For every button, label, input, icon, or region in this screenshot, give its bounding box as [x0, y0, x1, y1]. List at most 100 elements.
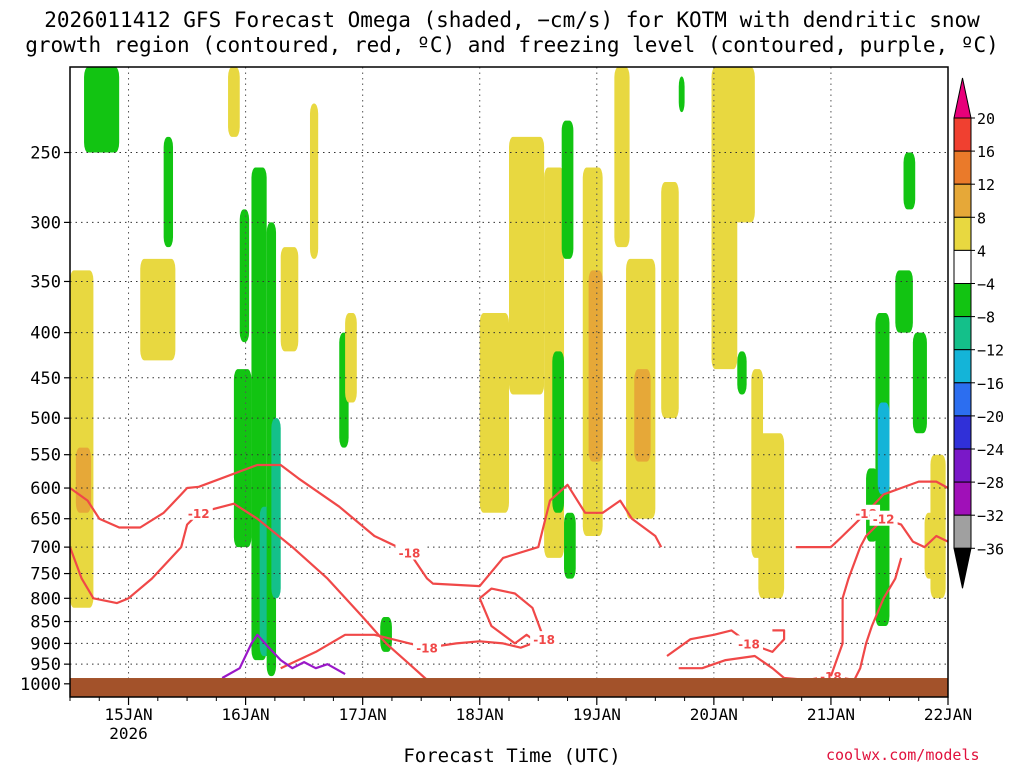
- colorbar-label: 8: [977, 209, 986, 227]
- dgz-contour-label: -18: [738, 637, 760, 651]
- y-tick-label: 450: [30, 369, 61, 389]
- y-tick-label: 600: [30, 479, 61, 499]
- y-tick-label: 550: [30, 446, 61, 466]
- omega-shade-cell: [84, 67, 120, 153]
- omega-shade-cell: [877, 402, 890, 495]
- x-tick-label: 16JAN: [222, 705, 270, 724]
- colorbar-segment: [953, 283, 972, 318]
- omega-shade-cell: [711, 67, 738, 370]
- omega-shade-cell: [678, 76, 685, 113]
- y-tick-label: 850: [30, 613, 61, 633]
- colorbar-label: 16: [977, 143, 995, 161]
- omega-shade-cell: [731, 67, 755, 223]
- colorbar-label: −28: [977, 474, 1004, 492]
- x-tick-label: 17JAN: [339, 705, 387, 724]
- dgz-contour-label: -12: [873, 513, 895, 527]
- y-tick-label: 1000: [20, 675, 61, 695]
- y-tick-label: 500: [30, 409, 61, 429]
- dgz-contour-line: [829, 517, 949, 677]
- y-tick-label: 350: [30, 272, 61, 292]
- colorbar-segment: [953, 481, 972, 516]
- colorbar-label: −8: [977, 309, 995, 327]
- x-tick-sublabel: 2026: [109, 724, 148, 743]
- omega-shade-cell: [561, 120, 574, 259]
- x-tick-label: 21JAN: [807, 705, 855, 724]
- omega-shade-cell: [70, 270, 94, 608]
- omega-shade-cell: [634, 369, 651, 462]
- x-axis-label: Forecast Time (UTC): [403, 745, 621, 767]
- colorbar-label: −36: [977, 540, 1004, 558]
- colorbar-label: −4: [977, 276, 995, 294]
- omega-shade-cell: [903, 152, 916, 210]
- omega-shade-cell: [895, 270, 913, 333]
- y-tick-label: 400: [30, 324, 61, 344]
- y-tick-label: 950: [30, 655, 61, 675]
- freezing-level-contour: [221, 633, 346, 679]
- dgz-contour-label: -12: [188, 507, 210, 521]
- colorbar-label: 12: [977, 176, 995, 194]
- colorbar-segment: [953, 316, 972, 351]
- colorbar-segment: [953, 382, 972, 417]
- omega-shade-cell: [661, 182, 679, 419]
- colorbar-bottom-arrow: [953, 547, 972, 589]
- omega-shade-cell: [588, 270, 603, 462]
- omega-shade-cell: [509, 136, 545, 395]
- contour-label-bg: [395, 544, 424, 560]
- colorbar-label: −12: [977, 342, 1004, 360]
- colorbar-label: −24: [977, 441, 1004, 459]
- omega-shade-cell: [239, 209, 250, 343]
- omega-shade-cell: [75, 447, 92, 513]
- colorbar-top-arrow: [953, 77, 972, 119]
- site-credit: coolwx.com/models: [826, 746, 980, 764]
- contour-label-bg: [184, 504, 213, 520]
- colorbar-segment: [953, 514, 972, 549]
- x-tick-label: 20JAN: [690, 705, 738, 724]
- omega-shade-cell: [758, 433, 785, 599]
- omega-shade-cell: [564, 512, 576, 579]
- colorbar-label: −32: [977, 507, 1004, 525]
- x-tick-label: 18JAN: [456, 705, 504, 724]
- omega-shade-cell: [280, 247, 299, 352]
- y-tick-label: 650: [30, 510, 61, 530]
- omega-shade-cell: [614, 67, 630, 248]
- colorbar-segment: [953, 150, 972, 185]
- contour-label-bg: [869, 510, 898, 526]
- y-tick-label: 300: [30, 213, 61, 233]
- omega-shade-cell: [737, 351, 747, 395]
- colorbar-segment: [953, 249, 972, 284]
- y-tick-label: 700: [30, 538, 61, 558]
- omega-shade-cell: [163, 136, 174, 248]
- x-tick-label: 15JAN: [104, 705, 152, 724]
- colorbar-segment: [953, 216, 972, 251]
- colorbar-segment: [953, 183, 972, 218]
- chart-title-line1: 2026011412 GFS Forecast Omega (shaded, −…: [44, 8, 980, 32]
- omega-shade-cell: [345, 312, 357, 403]
- colorbar-label: 20: [977, 110, 995, 128]
- y-tick-label: 750: [30, 565, 61, 585]
- omega-shade-cell: [912, 332, 927, 434]
- colorbar-label: 4: [977, 242, 986, 260]
- chart-title-line2: growth region (contoured, red, ºC) and f…: [25, 33, 999, 57]
- colorbar-label: −16: [977, 375, 1004, 393]
- contour-label-bg: [734, 635, 763, 651]
- colorbar-segment: [953, 415, 972, 450]
- colorbar-segment: [953, 117, 972, 152]
- x-tick-label: 22JAN: [924, 705, 972, 724]
- y-tick-label: 250: [30, 144, 61, 164]
- y-tick-label: 800: [30, 589, 61, 609]
- omega-shade-cell: [479, 312, 509, 513]
- omega-shade-cell: [930, 454, 946, 599]
- y-tick-label: 900: [30, 634, 61, 654]
- terrain-band: [70, 678, 948, 697]
- omega-shade-cell: [233, 369, 252, 548]
- colorbar-segment: [953, 448, 972, 483]
- omega-shade-cell: [552, 351, 565, 513]
- dgz-contour-line: [69, 463, 663, 588]
- omega-shade-cell: [140, 258, 176, 361]
- dgz-contour-label: -18: [399, 547, 421, 561]
- omega-shade-cell: [228, 67, 240, 137]
- dgz-contour-label: -18: [416, 642, 438, 656]
- x-tick-label: 19JAN: [573, 705, 621, 724]
- dgz-contour-label: -18: [533, 633, 555, 647]
